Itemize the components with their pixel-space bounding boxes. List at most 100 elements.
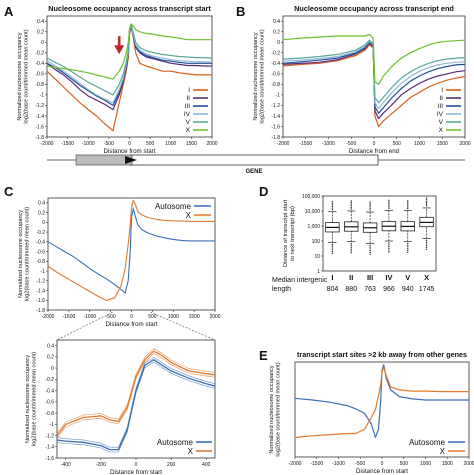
y-tick-label: -1.4 (45, 445, 54, 451)
series-ci-line-x (57, 348, 215, 434)
series-line-autosome (48, 208, 215, 294)
x-tick-label: 400 (202, 462, 211, 468)
y-tick-label: 10 (314, 254, 320, 260)
series-line-x (283, 33, 465, 85)
panel-b: Nucleosome occupancy across transcript e… (253, 4, 471, 155)
outlier-point (388, 207, 390, 210)
x-tick-label: -1500 (299, 141, 312, 147)
y-tick-label: 0 (42, 220, 45, 226)
outlier-point (369, 204, 371, 206)
outlier-point (369, 244, 371, 247)
outlier-point (331, 245, 334, 247)
legend-label: I (441, 87, 443, 94)
y-axis-label: log2(base count/trimmed mean count) (25, 207, 31, 301)
y-axis-label: log2(base count/trimmed mean count) (260, 29, 266, 123)
outlier-point (425, 205, 428, 207)
panel-title: Nucleosome occupancy across transcript s… (48, 4, 211, 13)
y-tick-label: -1.6 (36, 298, 45, 304)
legend-label: Autosome (409, 438, 446, 447)
x-tick-label: -1000 (83, 314, 96, 320)
red-arrow-head (114, 45, 125, 55)
y-tick-label: -1.8 (35, 135, 44, 141)
y-tick-label: 0.2 (37, 30, 44, 36)
outlier-point (331, 207, 334, 209)
outlier-point (369, 202, 371, 205)
y-tick-label: 0.4 (47, 343, 54, 349)
outlier-point (369, 246, 371, 248)
panel-letter-c: C (4, 184, 14, 199)
y-axis-label: log2(base count/trimmed mean count) (24, 29, 30, 123)
x-axis-label: Distance from end (349, 148, 400, 155)
x-tick-label: 1500 (186, 141, 197, 147)
outlier-point (425, 243, 428, 245)
y-tick-label: 0.4 (273, 19, 280, 25)
outlier-point (350, 203, 352, 205)
legend-label: V (439, 119, 444, 126)
x-tick-label: 500 (393, 141, 402, 147)
category-label: II (349, 273, 353, 282)
x-tick-label: 1000 (420, 461, 431, 467)
x-tick-label: 0 (381, 461, 384, 467)
x-tick-label: 2000 (206, 141, 217, 147)
x-tick-label: -400 (61, 462, 71, 468)
y-tick-label: -1 (41, 269, 46, 275)
outlier-point (350, 208, 352, 210)
x-tick-label: -1000 (82, 141, 95, 147)
series-line-v (283, 39, 465, 104)
outlier-point (407, 203, 409, 205)
y-tick-label: -1 (40, 93, 45, 99)
y-tick-label: -0.6 (271, 72, 280, 78)
series-ci-line-x (57, 353, 215, 439)
x-tick-label: 500 (400, 461, 409, 467)
x-tick-label: 1500 (442, 461, 453, 467)
series-line-x (48, 199, 215, 301)
panel-a: Nucleosome occupancy across transcript s… (17, 4, 218, 155)
category-label: I (331, 273, 333, 282)
y-tick-label: -0.6 (35, 72, 44, 78)
y-tick-label: -0.8 (36, 259, 45, 265)
x-tick-label: -1000 (332, 461, 345, 467)
median-value: 880 (345, 286, 357, 293)
series-line-x (47, 23, 212, 80)
outlier-point (350, 201, 352, 204)
outlier-point (425, 202, 428, 204)
outlier-point (331, 243, 334, 246)
x-tick-label: -500 (104, 141, 114, 147)
y-axis-label: Normalized nucleosome occupancy (18, 210, 24, 299)
y-tick-label: -0.2 (36, 230, 45, 236)
legend-label: II (186, 95, 190, 102)
legend-label: II (439, 95, 443, 102)
panel-letter-a: A (4, 4, 14, 19)
x-tick-label: 500 (146, 141, 155, 147)
x-axis-label: Distance from start (104, 148, 156, 155)
y-tick-label: -0.4 (45, 388, 54, 394)
legend-label: X (186, 211, 192, 220)
y-tick-label: -1.6 (271, 124, 280, 130)
outlier-point (407, 249, 409, 252)
outlier-point (388, 206, 390, 208)
outlier-point (350, 205, 352, 207)
y-tick-label: -1.6 (45, 456, 54, 462)
legend-label: X (188, 447, 194, 456)
panel-c-inset: -400 -200 0 200 400 -1.6 -1.4 -1.2 -1 -0.8 -0.6 -0.… (25, 339, 216, 475)
median-value: 763 (364, 286, 376, 293)
outlier-point (331, 249, 334, 251)
y-tick-label: -0.8 (35, 82, 44, 88)
legend-label: I (188, 87, 190, 94)
y-tick-label: -1.2 (45, 433, 54, 439)
outlier-point (407, 244, 409, 246)
panel-c: -2000 -1500 -1000 -500 0 500 1000 1500 2000 -1.8 -… (18, 197, 221, 328)
outlier-point (388, 201, 390, 203)
median-intergenic-label: Median intergenic (272, 277, 328, 284)
y-tick-label: 10,000 (305, 209, 321, 215)
legend-label: X (440, 447, 446, 456)
outlier-point (331, 208, 334, 211)
outlier-point (369, 206, 371, 208)
x-tick-label: 1500 (189, 314, 200, 320)
outlier-point (407, 248, 409, 250)
gene-label: GENE (245, 169, 262, 175)
outlier-point (407, 242, 409, 245)
outlier-point (369, 209, 371, 211)
outlier-point (369, 207, 371, 210)
x-tick-label: 0 (128, 141, 131, 147)
